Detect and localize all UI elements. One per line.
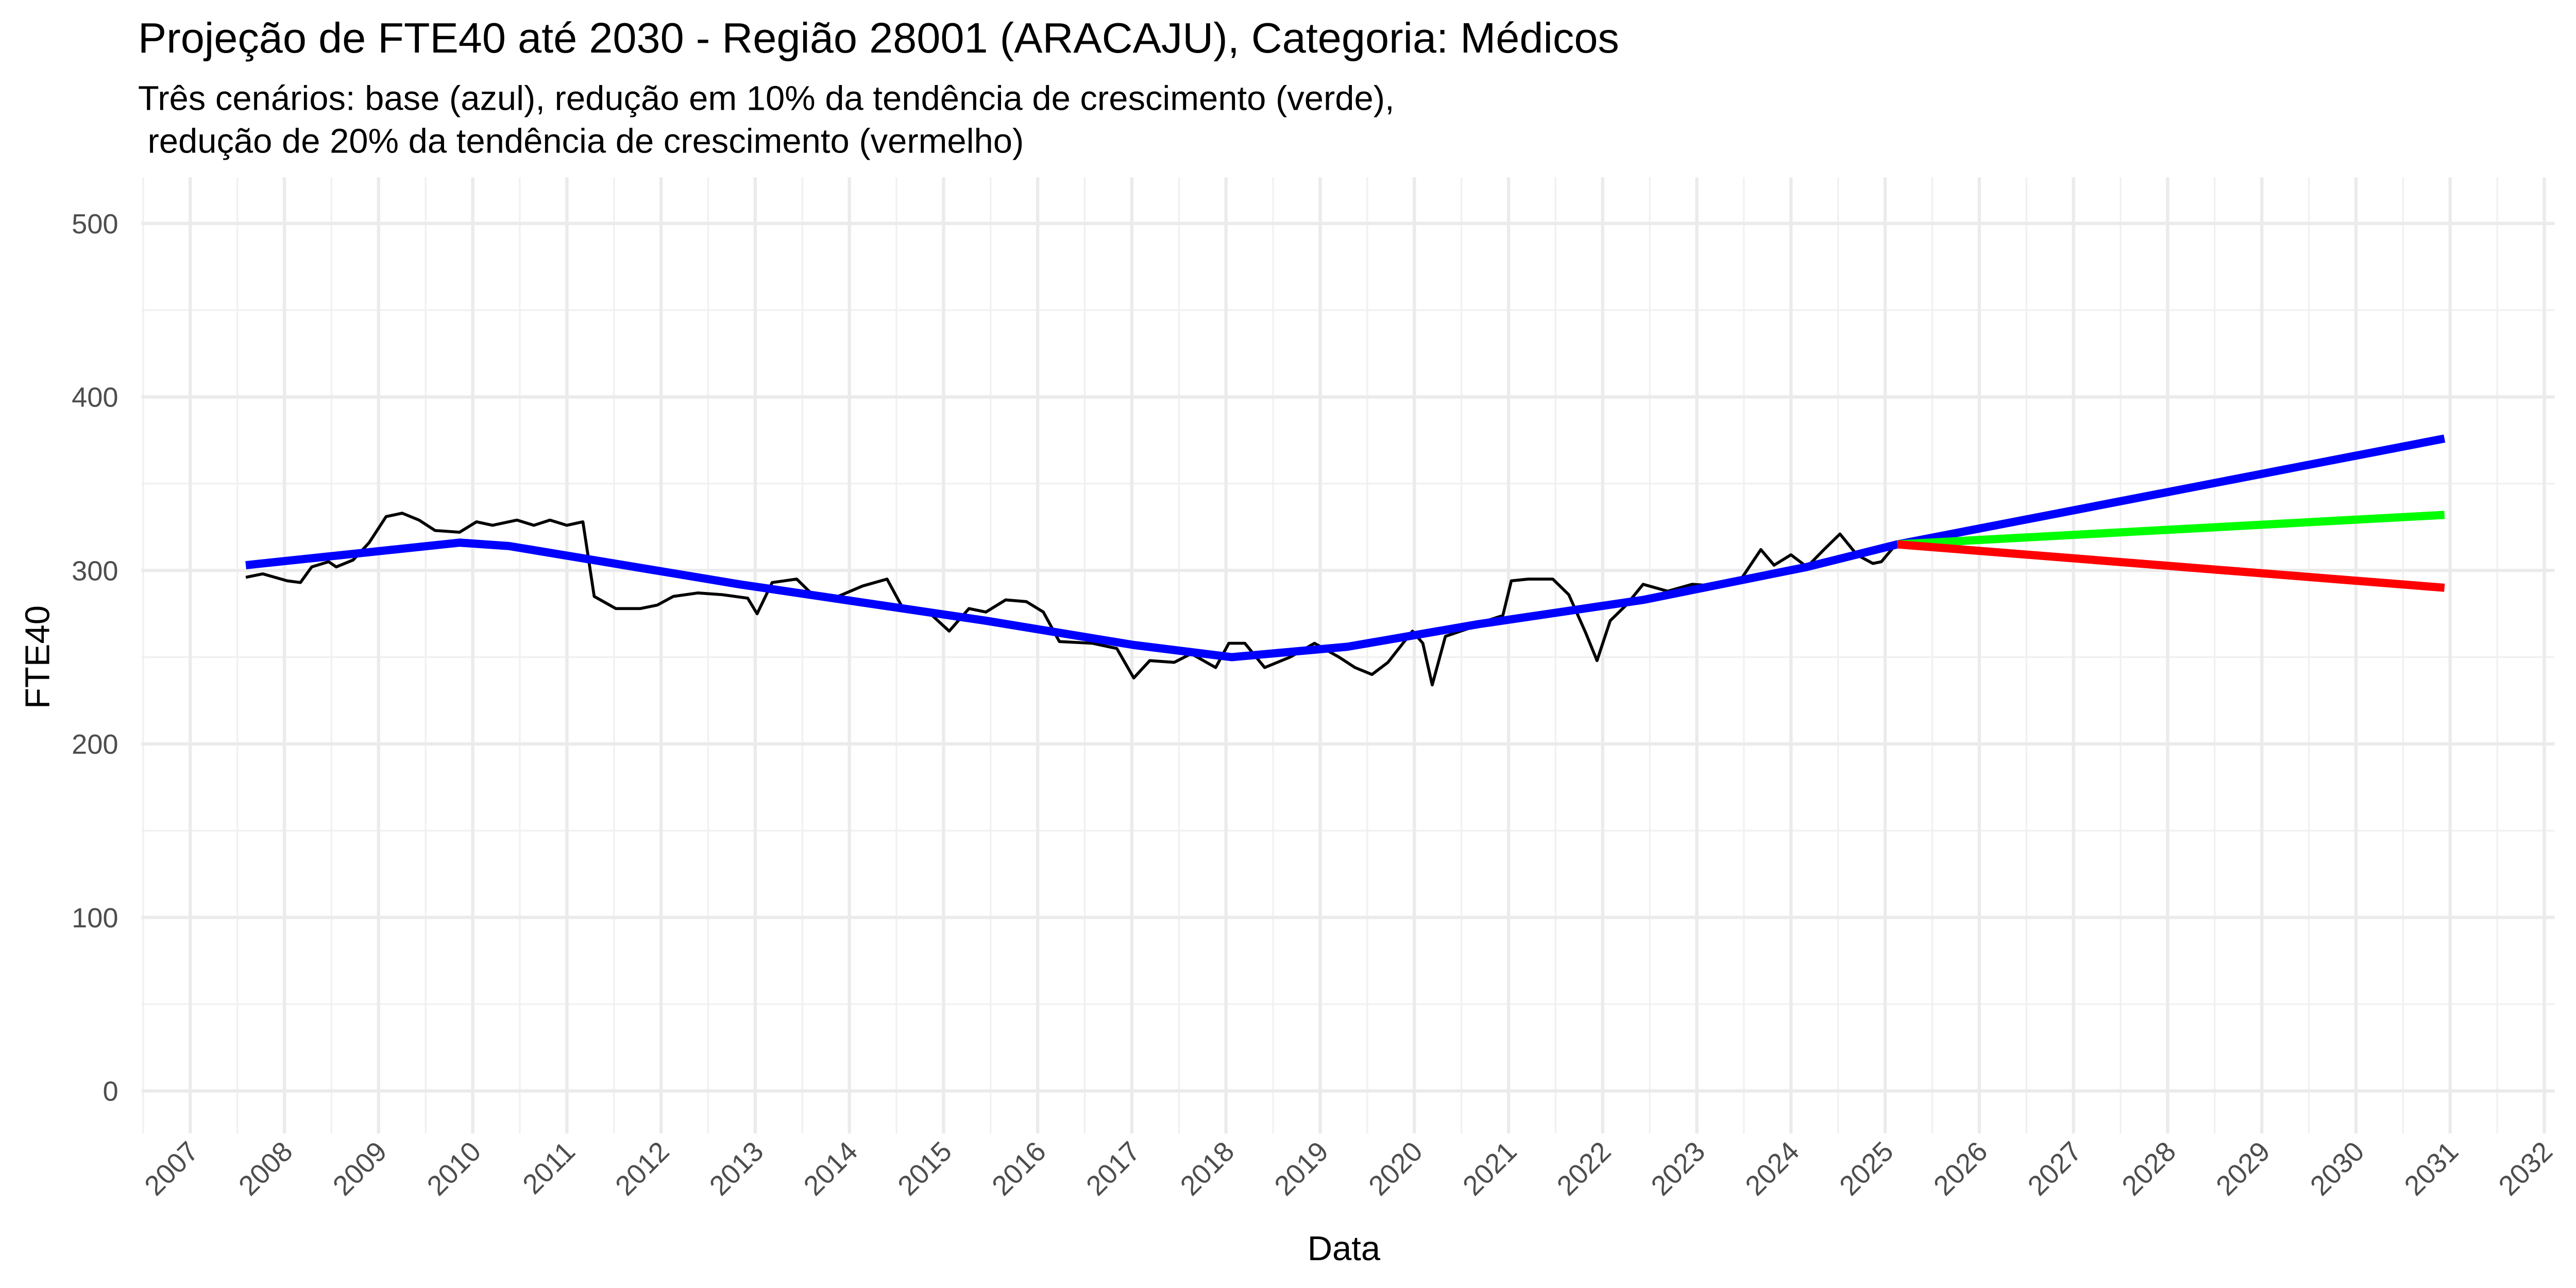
x-tick-label: 2032 <box>2493 1136 2558 1202</box>
chart-subtitle: redução de 20% da tendência de crescimen… <box>138 122 1024 161</box>
x-tick-label: 2016 <box>986 1136 1052 1202</box>
series-line <box>245 434 2446 662</box>
x-tick-label: 2026 <box>1928 1136 1994 1202</box>
y-tick-label: 300 <box>72 555 118 586</box>
x-tick-label: 2007 <box>139 1136 205 1202</box>
x-tick-label: 2028 <box>2116 1136 2182 1202</box>
chart-subtitle: Três cenários: base (azul), redução em 1… <box>138 79 1395 118</box>
x-tick-label: 2020 <box>1363 1136 1429 1202</box>
y-tick-label: 500 <box>72 209 118 240</box>
x-tick-label: 2018 <box>1175 1136 1241 1202</box>
grid: 0 100 200 300 400 500 2007 2008 2009 2010 2011 2012… <box>72 177 2558 1201</box>
x-tick-label: 2030 <box>2304 1136 2370 1202</box>
x-tick-label: 2025 <box>1834 1136 1900 1202</box>
x-tick-label: 2010 <box>421 1136 487 1202</box>
series-line <box>1897 511 2445 549</box>
x-tick-label: 2029 <box>2210 1136 2276 1202</box>
y-tick-label: 100 <box>72 903 118 934</box>
x-tick-label: 2008 <box>233 1136 299 1202</box>
chart-title: Projeção de FTE40 até 2030 - Região 2800… <box>138 14 1619 62</box>
x-tick-label: 2022 <box>1551 1136 1617 1202</box>
y-axis-label: FTE40 <box>19 605 57 709</box>
x-axis-label: Data <box>1308 1229 1381 1268</box>
x-tick-label: 2019 <box>1268 1136 1334 1202</box>
x-tick-label: 2009 <box>327 1136 393 1202</box>
y-tick-label: 200 <box>72 729 118 760</box>
x-tick-label: 2015 <box>892 1136 958 1202</box>
x-tick-label: 2014 <box>798 1136 864 1202</box>
series-line <box>1897 540 2445 592</box>
y-tick-label: 400 <box>72 382 118 413</box>
x-tick-label: 2021 <box>1457 1136 1523 1202</box>
x-tick-label: 2024 <box>1739 1136 1805 1202</box>
x-tick-label: 2031 <box>2399 1136 2465 1202</box>
x-tick-label: 2017 <box>1080 1136 1146 1202</box>
x-tick-label: 2011 <box>517 1136 581 1200</box>
plot-area <box>245 434 2446 687</box>
x-tick-label: 2013 <box>704 1136 770 1202</box>
x-tick-label: 2012 <box>609 1136 675 1202</box>
x-tick-label: 2023 <box>1645 1136 1711 1202</box>
x-tick-label: 2027 <box>2022 1136 2088 1202</box>
y-tick-label: 0 <box>103 1076 118 1107</box>
